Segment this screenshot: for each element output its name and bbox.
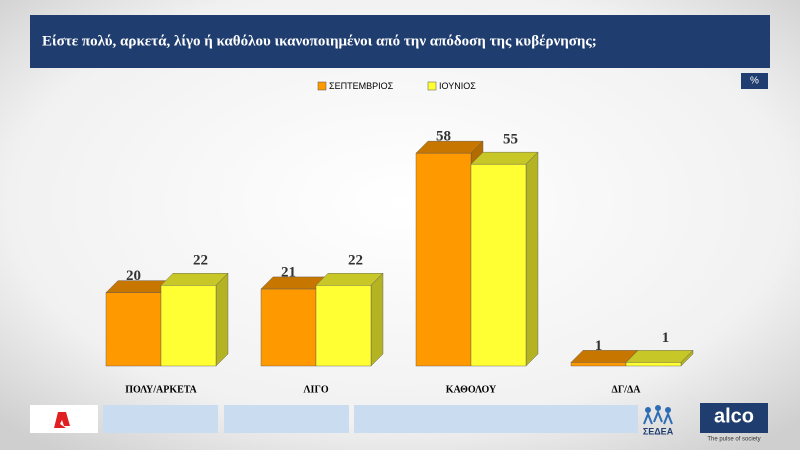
bar bbox=[415, 152, 472, 367]
footer-strip bbox=[224, 405, 349, 433]
bar bbox=[105, 292, 162, 367]
x-tick-label: ΛΙΓΟ bbox=[303, 384, 328, 395]
bar-top bbox=[470, 151, 539, 165]
bar-side bbox=[525, 151, 539, 367]
bar-top bbox=[160, 273, 229, 286]
partner-logo: ΣΕΔΕΑ bbox=[643, 405, 674, 436]
bar bbox=[160, 285, 217, 367]
bar bbox=[570, 362, 627, 367]
footer-strip bbox=[354, 405, 638, 433]
footer-strip bbox=[103, 405, 218, 433]
bar bbox=[470, 163, 527, 367]
value-label: 22 bbox=[348, 253, 363, 269]
unit-badge-box bbox=[741, 73, 768, 89]
bar bbox=[625, 362, 682, 367]
value-label: 58 bbox=[436, 129, 451, 145]
bar-top bbox=[415, 140, 484, 154]
bar bbox=[315, 285, 372, 367]
bar bbox=[260, 288, 317, 367]
value-label: 20 bbox=[126, 268, 141, 284]
bar-top bbox=[315, 273, 384, 286]
bar-side bbox=[215, 272, 229, 367]
legend-label: ΣΕΠΤΕΜΒΡΙΟΣ bbox=[329, 81, 394, 91]
x-tick-label: ΠΟΛΥ/ΑΡΚΕΤΑ bbox=[125, 384, 197, 395]
chart-title: Είστε πολύ, αρκετά, λίγο ή καθόλου ικανο… bbox=[42, 33, 597, 49]
unit-badge: % bbox=[750, 76, 759, 87]
value-label: 21 bbox=[281, 264, 296, 280]
x-tick-label: ΚΑΘΟΛΟΥ bbox=[446, 384, 497, 395]
value-label: 55 bbox=[503, 132, 518, 148]
value-label: 22 bbox=[193, 253, 208, 269]
header-bar bbox=[30, 15, 770, 68]
plot: ΣΕΠΤΕΜΒΡΙΟΣ ΙΟΥΝΙΟΣ ΠΟΛΥ/ΑΡΚΕΤΑ 20 22 ΛΙΓΟ 21 2… bbox=[105, 81, 694, 395]
value-label: 1 bbox=[662, 330, 670, 346]
tagline: The pulse of society bbox=[707, 437, 760, 443]
logo-mark bbox=[54, 412, 70, 428]
bar-top bbox=[625, 350, 694, 363]
bar-side bbox=[370, 272, 384, 367]
brand-box bbox=[700, 403, 768, 433]
legend-swatch bbox=[317, 81, 327, 91]
legend-label: ΙΟΥΝΙΟΣ bbox=[439, 81, 476, 91]
legend-swatch bbox=[427, 81, 437, 91]
partner-name: ΣΕΔΕΑ bbox=[643, 426, 674, 436]
x-tick-label: ΔΓ/ΔΑ bbox=[612, 384, 642, 395]
brand: alco bbox=[714, 405, 754, 427]
value-label: 1 bbox=[595, 338, 603, 354]
